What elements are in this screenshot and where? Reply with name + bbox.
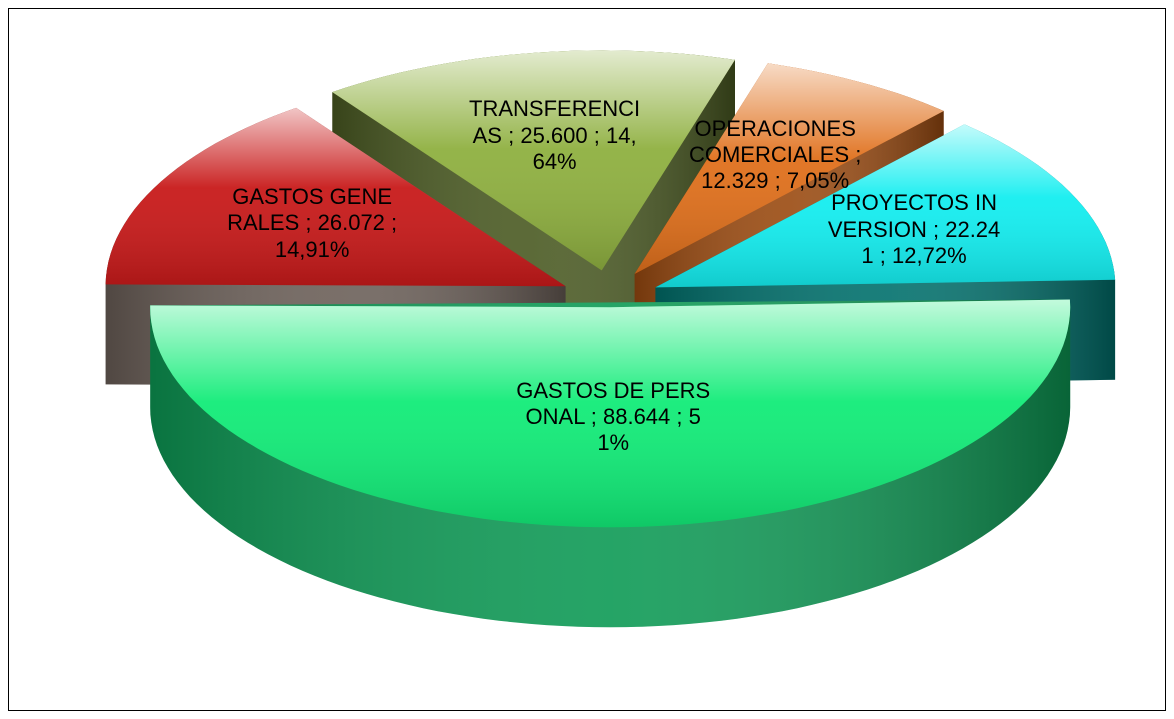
value-label: 88.644 [602,403,671,429]
data-label: OPERACIONES COMERCIALES ; 12.329 ; 7,05% [688,80,863,230]
slice-shine [105,107,566,287]
separator: ; [391,210,398,236]
category-label: GASTOS DE PERSONAL [516,377,711,429]
data-label-lines: TRANSFERENCIAS ; 25.600 ; 14,64% [467,96,642,175]
data-label-lines: GASTOS DE PERSONAL ; 88.644 ; 51% [513,378,713,457]
separator: ; [508,122,515,148]
value-label: 25.600 [520,122,588,148]
percent-label: 51% [597,403,701,456]
percent-label: 14,64% [532,122,637,175]
data-label-text: TRANSFERENCIAS ; 25.600 ; 14,64% [467,61,642,211]
labels: GASTOS DE PERSONAL ; 88.644 ; 51% GASTOS… [225,61,1002,492]
data-label-lines: OPERACIONES COMERCIALES ; 12.329 ; 7,05% [688,116,863,195]
separator: ; [855,142,862,167]
percent-label: 12,72% [892,243,967,269]
data-label: GASTOS GENERALES ; 26.072 ; 14,91% [225,149,400,299]
data-label-text: GASTOS GENERALES ; 26.072 ; 14,91% [225,149,400,299]
data-label-text: GASTOS DE PERSONAL ; 88.644 ; 51% [513,342,713,492]
category-label: TRANSFERENCIAS [469,96,641,148]
data-label-text: PROYECTOS INVERSION ; 22.241 ; 12,72% [827,155,1002,305]
slice-shine [655,124,1116,288]
data-label-lines: PROYECTOS INVERSION ; 22.241 ; 12,72% [827,190,1002,269]
slices [105,50,1116,628]
separator: ; [774,168,781,194]
percent-label: 7,05% [786,168,850,194]
data-label: TRANSFERENCIAS ; 25.600 ; 14,64% [467,61,642,211]
value-label: 22.241 [861,216,1001,269]
separator: ; [593,122,600,148]
value-label: 12.329 [701,168,769,194]
data-label-lines: GASTOS GENERALES ; 26.072 ; 14,91% [225,184,400,263]
slice-shine [332,50,735,271]
slice-shine [634,63,944,274]
category-label: PROYECTOS INVERSION [827,190,997,242]
percent-label: 14,91% [274,236,350,262]
category-label: OPERACIONES COMERCIALES [688,115,856,167]
data-label: PROYECTOS INVERSION ; 22.241 ; 12,72% [827,155,1002,305]
data-label: GASTOS DE PERSONAL ; 88.644 ; 51% [513,342,713,492]
separator: ; [879,243,886,269]
slice-shine [150,299,1071,528]
separator: ; [305,210,312,236]
separator: ; [932,216,940,242]
category-label: GASTOS GENERALES [227,184,393,236]
separator: ; [676,403,683,429]
value-label: 26.072 [317,210,385,236]
separator: ; [590,403,597,429]
data-label-text: OPERACIONES COMERCIALES ; 12.329 ; 7,05% [688,80,863,230]
